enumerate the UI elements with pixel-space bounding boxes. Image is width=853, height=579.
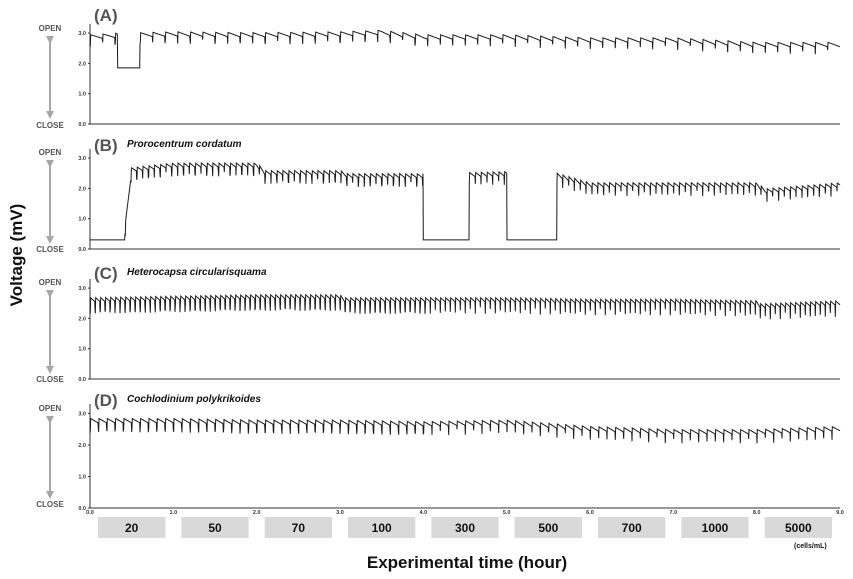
y-tick-label: 1.0	[78, 347, 86, 353]
concentration-label: 1000	[702, 521, 729, 535]
y-tick-label: 3.0	[78, 411, 86, 417]
panel-c-open-label: OPEN	[39, 278, 62, 287]
y-tick-label: 2.0	[78, 443, 86, 449]
y-tick-label: 0.0	[78, 122, 86, 128]
voltage-trace	[89, 293, 841, 320]
concentration-box	[431, 517, 499, 538]
panel-b-close-label: CLOSE	[36, 245, 64, 254]
x-tick-label: 9.0	[836, 510, 844, 516]
voltage-trace	[89, 29, 841, 69]
x-tick-label: 1.0	[170, 510, 178, 516]
voltage-trace	[89, 417, 841, 444]
panel-a-open-label: OPEN	[39, 24, 62, 33]
y-tick-label: 0.0	[78, 506, 86, 512]
x-tick-label: 7.0	[670, 510, 678, 516]
panel-d-close-label: CLOSE	[36, 500, 64, 509]
panel-d-tag: (D)	[94, 391, 118, 410]
panel-d-species: Cochlodinium polykrikoides	[127, 394, 261, 405]
concentration-box	[264, 517, 332, 538]
unit-label: (cells/mL)	[794, 543, 827, 550]
y-tick-label: 0.0	[78, 377, 86, 383]
panel-c-species: Heterocapsa circularisquama	[127, 267, 267, 278]
y-tick-label: 2.0	[78, 186, 86, 192]
panel-c-plot: 0.0 1.0 2.0 3.0	[78, 279, 841, 383]
y-tick-label: 0.0	[78, 247, 86, 253]
x-tick-label: 6.0	[586, 510, 594, 516]
x-axis-tick-labels: 1.0 2.0 3.0 4.0 5.0 6.0 7.0 8.0 9.0 0.0	[86, 510, 844, 516]
panel-c-close-label: CLOSE	[36, 375, 64, 384]
concentration-box	[181, 517, 249, 538]
x-tick-label: 2.0	[253, 510, 261, 516]
y-tick-label: 3.0	[78, 286, 86, 292]
panel-b-tag: (B)	[94, 136, 118, 155]
concentration-label: 20	[125, 521, 139, 535]
x-tick-label: 4.0	[420, 510, 428, 516]
y-tick-label: 3.0	[78, 31, 86, 37]
panel-c-tag: (C)	[94, 264, 118, 283]
panel-a-tag: (A)	[94, 6, 118, 25]
concentration-label: 100	[372, 521, 392, 535]
concentration-box	[764, 517, 832, 538]
y-tick-label: 3.0	[78, 156, 86, 162]
concentration-label: 300	[455, 521, 475, 535]
concentration-box	[598, 517, 666, 538]
concentration-label: 70	[292, 521, 306, 535]
concentration-label: 700	[622, 521, 642, 535]
panel-d-open-label: OPEN	[39, 404, 62, 413]
y-tick-label: 1.0	[78, 92, 86, 98]
concentration-box	[98, 517, 166, 538]
panel-b-plot: 0.0 1.0 2.0 3.0	[78, 149, 841, 253]
concentration-label: 5000	[785, 521, 812, 535]
panel-b-species: Prorocentrum cordatum	[127, 139, 242, 150]
panel-b-open-label: OPEN	[39, 148, 62, 157]
concentration-box	[514, 517, 582, 538]
concentration-row: 20 50 70 100 300 500 700 1000 5000	[98, 517, 832, 538]
x-tick-label: 8.0	[753, 510, 761, 516]
y-tick-label: 2.0	[78, 316, 86, 322]
panel-a-close-label: CLOSE	[36, 121, 64, 130]
concentration-label: 50	[208, 521, 222, 535]
voltage-trace	[90, 161, 841, 241]
panel-d-plot: 0.0 1.0 2.0 3.0	[78, 404, 841, 512]
concentration-label: 500	[538, 521, 558, 535]
x-tick-label: 3.0	[336, 510, 344, 516]
x-axis-title: Experimental time (hour)	[367, 553, 567, 572]
panel-a-plot: 0.0 1.0 2.0 3.0	[78, 24, 841, 128]
concentration-box	[681, 517, 749, 538]
concentration-box	[348, 517, 416, 538]
y-tick-label: 1.0	[78, 474, 86, 480]
y-axis-title: Voltage (mV)	[7, 204, 26, 307]
y-tick-label: 1.0	[78, 217, 86, 223]
x-tick-label: 0.0	[86, 510, 94, 516]
x-tick-label: 5.0	[503, 510, 511, 516]
y-tick-label: 2.0	[78, 61, 86, 67]
